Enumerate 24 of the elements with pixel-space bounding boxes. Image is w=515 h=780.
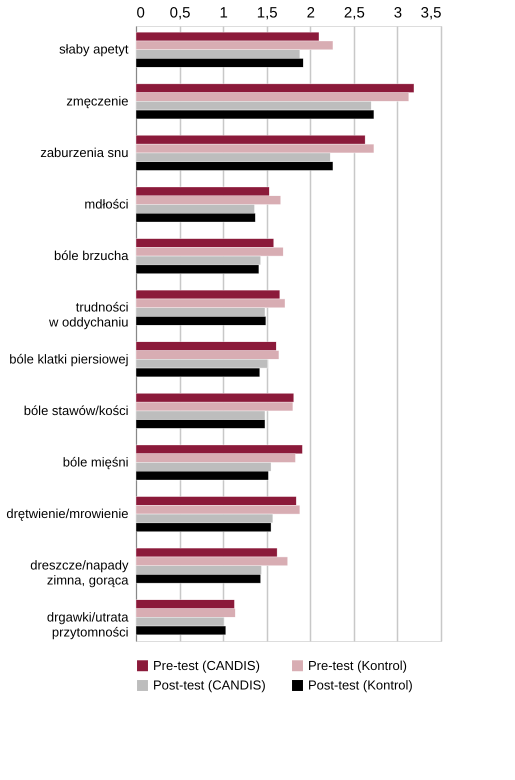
- legend-label: Post-test (Kontrol): [308, 678, 413, 692]
- x-tick-label: 2,5: [344, 4, 365, 22]
- y-tick-label: słaby apetyt: [59, 42, 129, 57]
- y-tick-label: mdłości: [84, 196, 129, 212]
- y-tick-label: drgawki/utrata przytomności: [46, 609, 130, 640]
- x-tick-label: 3,5: [420, 4, 442, 22]
- x-tick-label: 0,5: [170, 4, 190, 22]
- y-tick-label: bóle klatki piersiowej: [9, 351, 129, 366]
- y-tick-label: bóle stawów/kości: [24, 402, 129, 418]
- x-tick-label: 0: [136, 4, 145, 22]
- y-tick-label: trudności w oddychaniu: [48, 300, 129, 330]
- x-tick-label: 1,5: [256, 4, 278, 22]
- y-tick-label: bóle brzucha: [54, 248, 130, 264]
- x-tick-label: 2: [306, 4, 315, 22]
- y-tick-label: bóle mięśni: [62, 454, 129, 470]
- legend-label: Post-test (CANDIS): [153, 678, 266, 692]
- y-tick-label: zaburzenia snu: [40, 144, 128, 160]
- legend-label: Pre-test (CANDIS): [153, 658, 260, 673]
- y-tick-label: drętwienie/mrowienie: [6, 506, 128, 522]
- x-tick-label: 3: [394, 4, 402, 22]
- legend-label: Pre-test (Kontrol): [308, 658, 407, 673]
- y-tick-label: dreszcze/napady zimna, gorąca: [30, 558, 130, 588]
- y-tick-label: zmęczenie: [66, 93, 128, 108]
- x-tick-label: 1: [219, 4, 228, 22]
